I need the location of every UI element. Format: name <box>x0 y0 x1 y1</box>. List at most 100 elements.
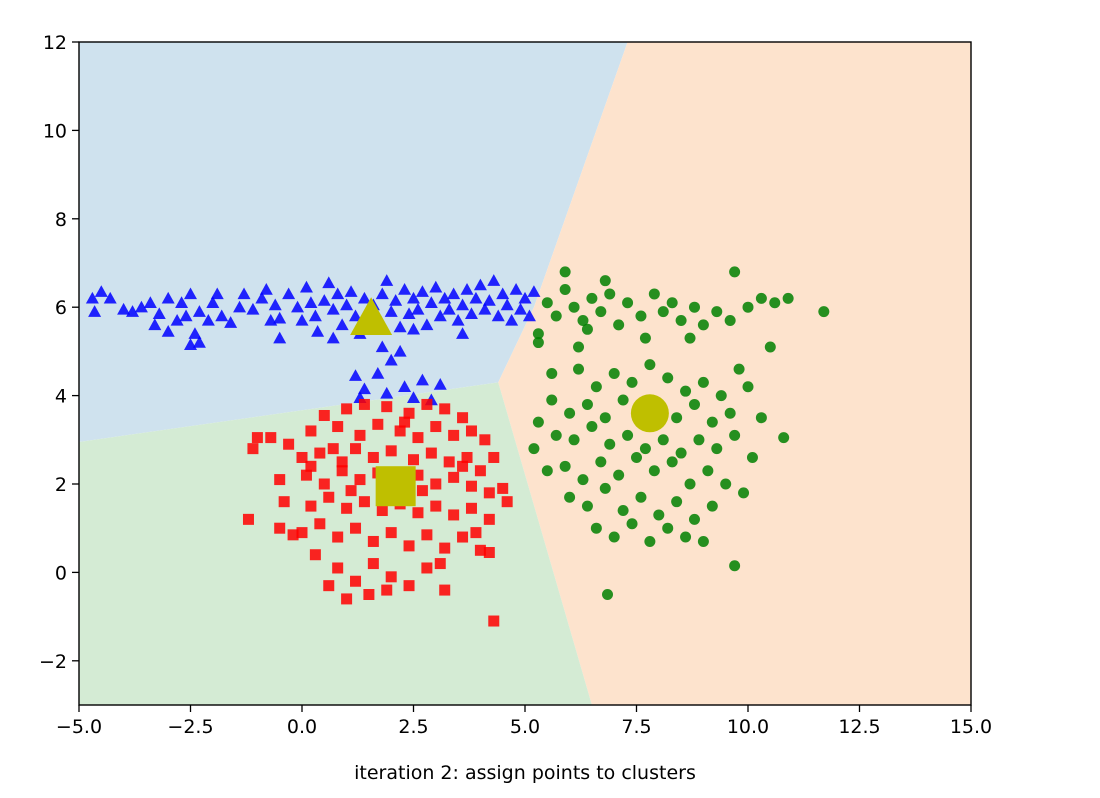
data-point-triangle <box>357 382 371 395</box>
data-point-square <box>341 593 353 605</box>
data-point-circle <box>755 412 767 424</box>
data-point-triangle <box>415 285 429 297</box>
data-point-triangle <box>509 283 523 295</box>
data-point-triangle <box>407 391 420 404</box>
data-point-triangle <box>375 340 389 353</box>
data-point-circle <box>577 474 589 486</box>
data-point-circle <box>608 531 620 543</box>
x-tick-label: 10.0 <box>727 716 769 738</box>
data-point-triangle <box>411 302 425 315</box>
data-point-circle <box>590 522 602 534</box>
data-point-square <box>385 571 397 583</box>
data-point-triangle <box>389 294 403 306</box>
data-point-square <box>448 509 460 521</box>
data-point-circle <box>778 432 790 444</box>
y-tick-label: 10 <box>43 120 67 142</box>
data-point-square <box>439 584 451 596</box>
data-point-circle <box>622 297 634 309</box>
data-point-triangle <box>206 296 220 308</box>
data-point-circle <box>644 359 656 371</box>
data-point-circle <box>546 368 558 379</box>
data-point-circle <box>671 412 683 424</box>
data-point-circle <box>666 297 678 309</box>
data-point-triangle <box>184 287 197 300</box>
data-point-circle <box>818 306 830 318</box>
y-tick-label: 0 <box>55 562 67 584</box>
data-point-square <box>350 443 362 455</box>
data-point-circle <box>648 288 660 300</box>
data-point-square <box>425 447 437 459</box>
data-point-circle <box>684 332 696 344</box>
data-point-circle <box>639 443 651 455</box>
data-point-square <box>350 575 362 587</box>
data-point-square <box>434 558 446 570</box>
data-point-circle <box>680 385 692 397</box>
data-point-square <box>399 416 411 428</box>
data-point-triangle <box>415 373 429 386</box>
data-point-circle <box>599 482 611 494</box>
data-point-circle <box>729 266 741 278</box>
data-point-square <box>287 529 299 541</box>
data-point-triangle <box>311 325 325 337</box>
data-point-circle <box>581 500 593 512</box>
data-point-triangle <box>344 285 358 297</box>
data-point-triangle <box>357 291 371 304</box>
data-point-square <box>421 562 433 574</box>
data-point-circle <box>666 456 678 468</box>
data-point-circle <box>613 469 625 481</box>
data-point-triangle <box>464 307 478 320</box>
data-point-circle <box>550 429 562 441</box>
data-point-square <box>242 513 254 525</box>
data-point-triangle <box>393 320 407 333</box>
data-point-square <box>251 432 263 444</box>
data-point-square <box>461 451 473 463</box>
data-point-square <box>465 425 477 437</box>
data-point-triangle <box>304 296 318 308</box>
centroid-triangle <box>350 297 393 336</box>
data-point-triangle <box>340 298 354 311</box>
data-point-square <box>403 540 415 552</box>
data-point-triangle <box>469 291 483 304</box>
data-point-square <box>309 549 321 561</box>
data-point-square <box>457 460 469 472</box>
data-point-square <box>358 496 370 508</box>
centroid-square <box>375 466 416 507</box>
data-point-triangle <box>152 307 166 320</box>
data-point-circle <box>617 505 629 517</box>
data-point-circle <box>599 275 611 287</box>
data-point-triangle <box>192 336 206 348</box>
data-point-circle <box>622 429 634 441</box>
data-point-circle <box>541 297 553 309</box>
data-point-triangle <box>460 283 474 295</box>
data-point-circle <box>706 416 718 428</box>
data-point-triangle <box>487 274 501 286</box>
data-point-circle <box>688 513 700 525</box>
data-point-triangle <box>233 300 247 313</box>
data-point-circle <box>617 394 629 406</box>
data-point-square <box>430 500 442 512</box>
data-point-circle <box>573 363 585 375</box>
data-point-circle <box>559 284 571 296</box>
data-point-circle <box>528 443 540 455</box>
data-point-triangle <box>299 280 313 293</box>
data-point-circle <box>715 390 727 402</box>
data-point-square <box>394 425 406 437</box>
x-axis-label: iteration 2: assign points to clusters <box>354 762 696 784</box>
data-point-circle <box>657 306 669 318</box>
data-point-circle <box>680 531 692 543</box>
cluster-region-0 <box>79 42 628 443</box>
data-point-square <box>363 589 375 600</box>
data-point-triangle <box>349 309 363 322</box>
data-point-circle <box>581 398 593 410</box>
data-point-triangle <box>514 302 528 315</box>
data-point-circle <box>657 434 669 446</box>
data-point-triangle <box>215 309 229 322</box>
data-point-circle <box>550 310 562 322</box>
data-point-triangle <box>143 296 157 308</box>
data-point-triangle <box>282 287 296 300</box>
x-tick-label: 2.5 <box>398 716 428 738</box>
data-point-triangle <box>398 380 412 392</box>
data-point-circle <box>742 301 754 313</box>
data-point-triangle <box>478 302 492 315</box>
data-point-square <box>412 469 424 481</box>
